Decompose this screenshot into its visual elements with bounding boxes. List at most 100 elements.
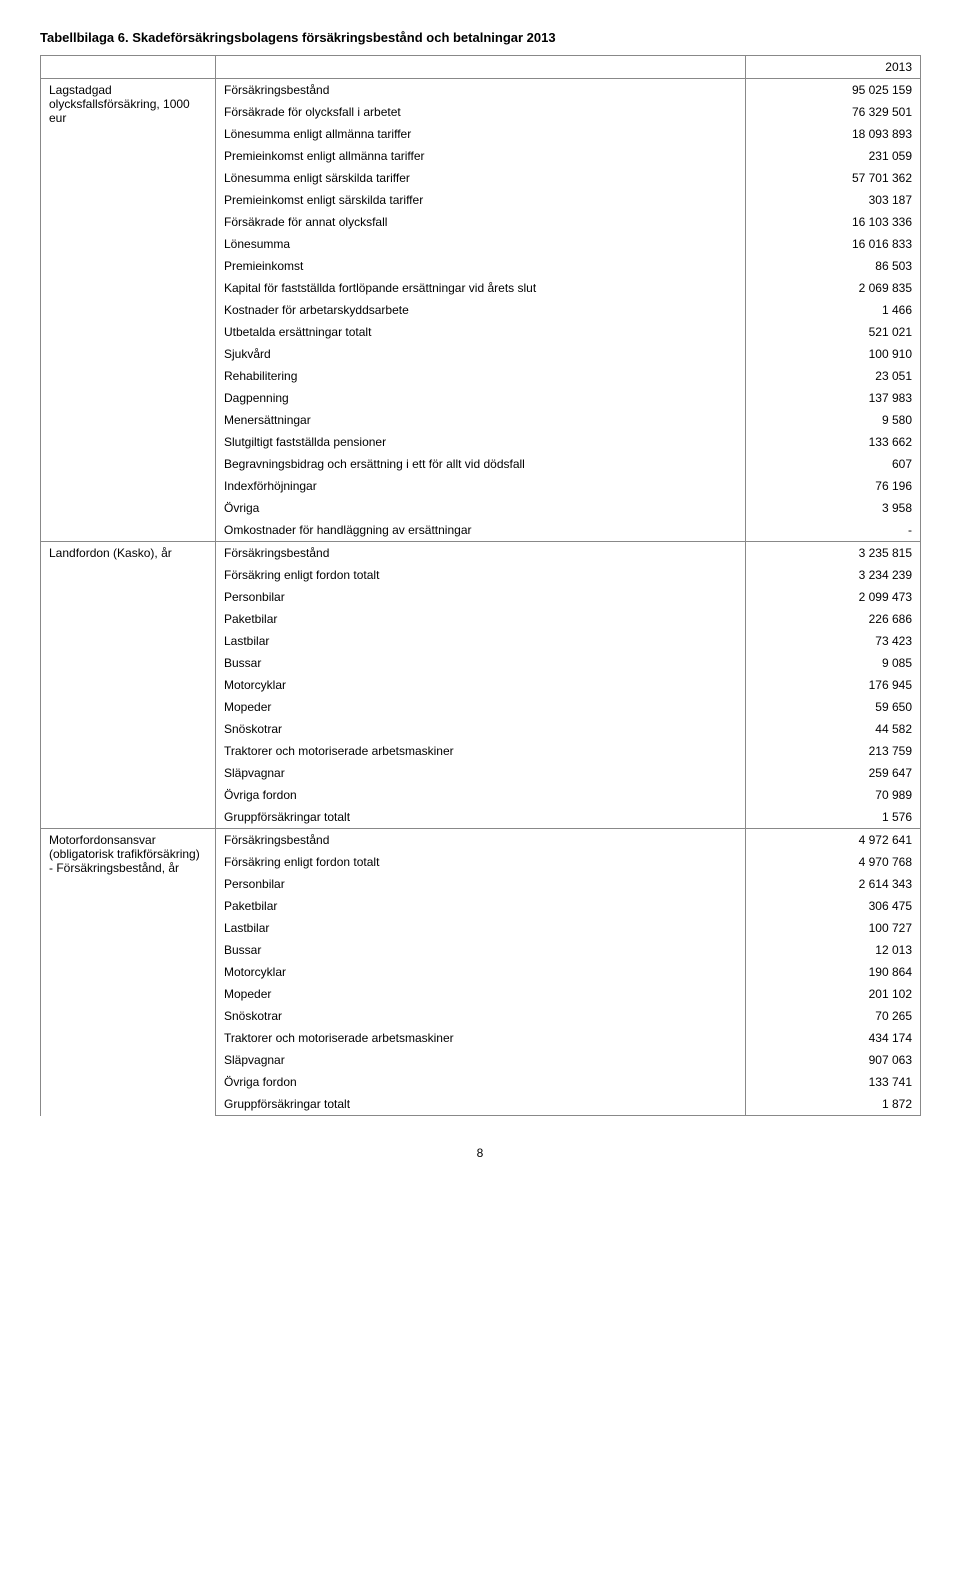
row-label: Motorcyklar xyxy=(216,961,746,983)
row-value: 1 576 xyxy=(746,806,921,829)
row-value: 76 329 501 xyxy=(746,101,921,123)
row-value: 70 989 xyxy=(746,784,921,806)
row-value: 100 910 xyxy=(746,343,921,365)
row-value: 521 021 xyxy=(746,321,921,343)
row-label: Premieinkomst enligt allmänna tariffer xyxy=(216,145,746,167)
row-value: 213 759 xyxy=(746,740,921,762)
row-label: Indexförhöjningar xyxy=(216,475,746,497)
header-blank-mid xyxy=(216,56,746,79)
row-value: 434 174 xyxy=(746,1027,921,1049)
row-value: 133 662 xyxy=(746,431,921,453)
section-label: Landfordon (Kasko), år xyxy=(41,542,216,829)
row-value: 57 701 362 xyxy=(746,167,921,189)
row-label: Lönesumma enligt särskilda tariffer xyxy=(216,167,746,189)
row-label: Premieinkomst enligt särskilda tariffer xyxy=(216,189,746,211)
row-label: Bussar xyxy=(216,939,746,961)
row-label: Släpvagnar xyxy=(216,1049,746,1071)
row-label: Traktorer och motoriserade arbetsmaskine… xyxy=(216,740,746,762)
row-value: 3 958 xyxy=(746,497,921,519)
row-value: 1 466 xyxy=(746,299,921,321)
row-label: Traktorer och motoriserade arbetsmaskine… xyxy=(216,1027,746,1049)
document-title: Tabellbilaga 6. Skadeförsäkringsbolagens… xyxy=(40,30,920,45)
row-label: Gruppförsäkringar totalt xyxy=(216,1093,746,1116)
row-value: 44 582 xyxy=(746,718,921,740)
row-value: 18 093 893 xyxy=(746,123,921,145)
row-label: Paketbilar xyxy=(216,895,746,917)
row-label: Övriga xyxy=(216,497,746,519)
row-value: 3 234 239 xyxy=(746,564,921,586)
row-label: Snöskotrar xyxy=(216,1005,746,1027)
row-value: 9 085 xyxy=(746,652,921,674)
row-value: 231 059 xyxy=(746,145,921,167)
row-label: Mopeder xyxy=(216,983,746,1005)
row-value: 70 265 xyxy=(746,1005,921,1027)
row-label: Lastbilar xyxy=(216,630,746,652)
row-label: Motorcyklar xyxy=(216,674,746,696)
row-value: 226 686 xyxy=(746,608,921,630)
row-value: 95 025 159 xyxy=(746,79,921,102)
row-label: Försäkringsbestånd xyxy=(216,542,746,565)
section-label: Motorfordonsansvar (obligatorisk trafikf… xyxy=(41,829,216,1116)
data-table: 2013 Lagstadgad olycksfallsförsäkring, 10… xyxy=(40,55,921,1116)
row-label: Personbilar xyxy=(216,873,746,895)
row-value: 176 945 xyxy=(746,674,921,696)
row-label: Försäkring enligt fordon totalt xyxy=(216,564,746,586)
row-label: Begravningsbidrag och ersättning i ett f… xyxy=(216,453,746,475)
row-value: 16 016 833 xyxy=(746,233,921,255)
row-label: Övriga fordon xyxy=(216,784,746,806)
row-value: 86 503 xyxy=(746,255,921,277)
row-label: Kapital för fastställda fortlöpande ersä… xyxy=(216,277,746,299)
row-value: 2 614 343 xyxy=(746,873,921,895)
row-value: 607 xyxy=(746,453,921,475)
row-label: Bussar xyxy=(216,652,746,674)
row-label: Försäkring enligt fordon totalt xyxy=(216,851,746,873)
row-label: Sjukvård xyxy=(216,343,746,365)
section-label: Lagstadgad olycksfallsförsäkring, 1000 e… xyxy=(41,79,216,542)
row-label: Lönesumma enligt allmänna tariffer xyxy=(216,123,746,145)
row-label: Paketbilar xyxy=(216,608,746,630)
row-value: 23 051 xyxy=(746,365,921,387)
row-label: Rehabilitering xyxy=(216,365,746,387)
row-value: 76 196 xyxy=(746,475,921,497)
row-value: 9 580 xyxy=(746,409,921,431)
row-value: 12 013 xyxy=(746,939,921,961)
row-value: 133 741 xyxy=(746,1071,921,1093)
row-label: Utbetalda ersättningar totalt xyxy=(216,321,746,343)
row-value: 1 872 xyxy=(746,1093,921,1116)
row-label: Premieinkomst xyxy=(216,255,746,277)
row-value: 259 647 xyxy=(746,762,921,784)
row-value: 201 102 xyxy=(746,983,921,1005)
row-label: Kostnader för arbetarskyddsarbete xyxy=(216,299,746,321)
row-value: 16 103 336 xyxy=(746,211,921,233)
row-label: Övriga fordon xyxy=(216,1071,746,1093)
row-label: Personbilar xyxy=(216,586,746,608)
row-value: 3 235 815 xyxy=(746,542,921,565)
row-value: 137 983 xyxy=(746,387,921,409)
row-label: Slutgiltigt fastställda pensioner xyxy=(216,431,746,453)
row-label: Släpvagnar xyxy=(216,762,746,784)
year-header: 2013 xyxy=(746,56,921,79)
row-value: 4 972 641 xyxy=(746,829,921,852)
row-value: 190 864 xyxy=(746,961,921,983)
row-value: 100 727 xyxy=(746,917,921,939)
row-label: Omkostnader för handläggning av ersättni… xyxy=(216,519,746,542)
row-value: 2 069 835 xyxy=(746,277,921,299)
row-value: - xyxy=(746,519,921,542)
page-number: 8 xyxy=(40,1146,920,1160)
row-label: Lastbilar xyxy=(216,917,746,939)
row-label: Gruppförsäkringar totalt xyxy=(216,806,746,829)
row-value: 73 423 xyxy=(746,630,921,652)
row-label: Dagpenning xyxy=(216,387,746,409)
row-value: 907 063 xyxy=(746,1049,921,1071)
row-label: Lönesumma xyxy=(216,233,746,255)
row-label: Försäkrade för olycksfall i arbetet xyxy=(216,101,746,123)
row-value: 2 099 473 xyxy=(746,586,921,608)
row-value: 59 650 xyxy=(746,696,921,718)
row-value: 303 187 xyxy=(746,189,921,211)
row-label: Mopeder xyxy=(216,696,746,718)
row-label: Försäkringsbestånd xyxy=(216,79,746,102)
row-value: 4 970 768 xyxy=(746,851,921,873)
row-label: Snöskotrar xyxy=(216,718,746,740)
row-label: Menersättningar xyxy=(216,409,746,431)
header-blank-left xyxy=(41,56,216,79)
